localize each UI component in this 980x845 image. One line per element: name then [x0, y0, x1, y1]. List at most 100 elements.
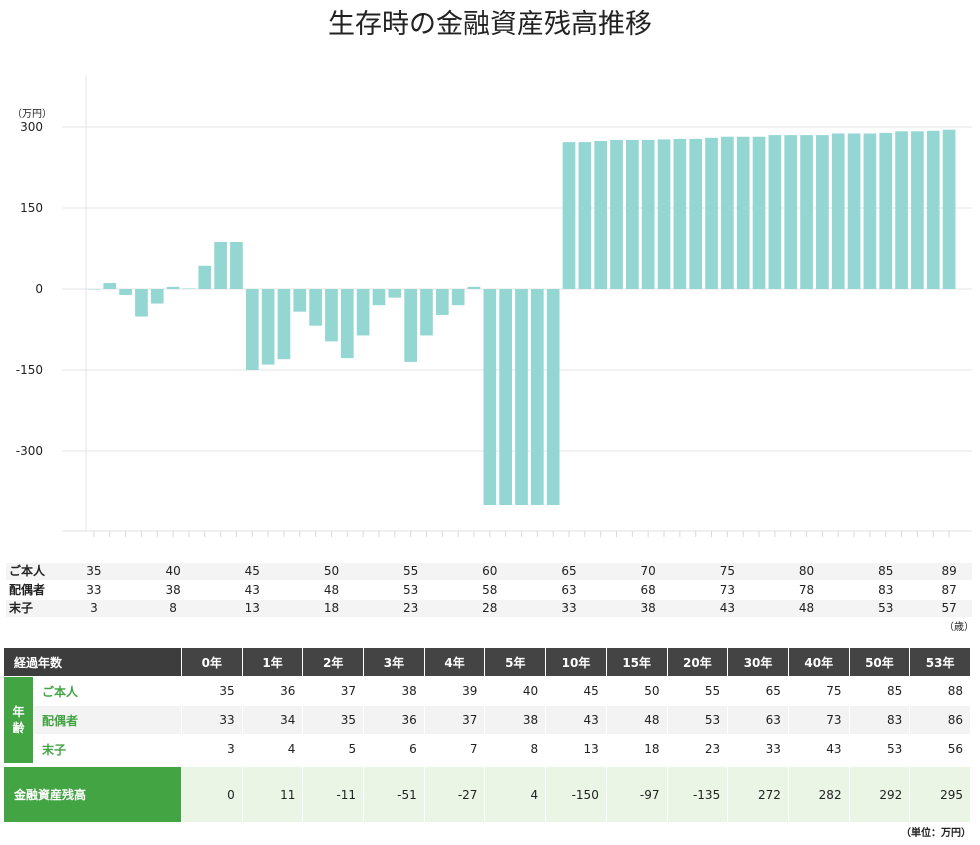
asset-cell: -51: [363, 766, 425, 823]
row-label: ご本人: [32, 676, 183, 706]
table-cell: 5: [302, 734, 365, 764]
table-cell: 40: [484, 676, 547, 706]
bar: [198, 265, 212, 289]
age-value: 63: [561, 583, 576, 597]
age-value: 53: [403, 583, 418, 597]
bar: [483, 289, 497, 505]
bar: [435, 289, 449, 315]
row-gap-cell: [3, 763, 971, 767]
bar: [768, 135, 782, 289]
row-label: 配偶者: [32, 705, 183, 735]
age-value: 40: [165, 564, 180, 578]
bar: [87, 289, 101, 290]
age-value: 8: [169, 601, 177, 615]
bar: [451, 289, 465, 306]
table-cell: 50: [605, 676, 668, 706]
age-group-label: 年齢: [3, 676, 34, 764]
table-cell: 39: [423, 676, 486, 706]
header-year: 15年: [605, 647, 668, 677]
age-table-row: 配偶者 33 34 35 36 37 38 43 48 53 63 73 83 86: [4, 705, 971, 735]
table-cell: 36: [363, 705, 425, 735]
table-cell: 43: [787, 734, 850, 764]
age-value: 38: [165, 583, 180, 597]
bar: [911, 131, 924, 289]
bar: [546, 289, 560, 505]
bar: [895, 131, 908, 289]
table-cell: 3: [181, 734, 243, 764]
y-tick-label: -300: [16, 444, 43, 458]
age-value: 73: [720, 583, 735, 597]
table-cell: 88: [909, 676, 971, 706]
age-value: 45: [245, 564, 260, 578]
table-cell: 85: [848, 676, 911, 706]
y-tick-label: 0: [35, 282, 43, 296]
asset-cell: -27: [423, 766, 486, 823]
asset-cell: -150: [545, 766, 607, 823]
table-cell: 73: [787, 705, 850, 735]
header-year: 40年: [787, 647, 850, 677]
age-label-spouse: 配偶者: [9, 582, 45, 597]
y-axis: （万円） 300 150 0 -150 -300: [12, 108, 52, 458]
table-cell: 86: [909, 705, 971, 735]
table-cell: 45: [545, 676, 607, 706]
table-cell: 36: [241, 676, 304, 706]
table-header-row: 経過年数 0年 1年 2年 3年 4年 5年 10年 15年 20年 30年 40年 50年 53年: [2, 647, 971, 677]
bar: [705, 137, 718, 289]
age-value: 87: [941, 583, 956, 597]
age-value: 35: [86, 564, 101, 578]
y-axis-unit: （万円）: [12, 108, 52, 120]
age-table-row: 年齢ご本人 35 36 37 38 39 40 45 50 55 65 75 85 88: [3, 676, 971, 764]
age-label-self: ご本人: [9, 563, 46, 578]
age-value: 57: [941, 601, 956, 615]
header-year: 53年: [909, 647, 971, 677]
bar: [879, 132, 893, 289]
table-cell: 56: [909, 734, 971, 764]
table-cell: 7: [423, 734, 486, 764]
asset-cell: 11: [241, 766, 304, 823]
bars: [87, 129, 956, 505]
age-rows: ご本人 配偶者 末子 （歳） 35 40 45 50 55 60 65 70 75 80 85 89 3…: [6, 563, 974, 633]
bar: [657, 139, 671, 289]
table-cell: 8: [484, 734, 547, 764]
age-value: 83: [878, 583, 893, 597]
table-cell: 63: [727, 705, 789, 735]
header-year: 5年: [484, 647, 547, 677]
header-year: 0年: [181, 647, 243, 677]
table-cell: 48: [605, 705, 668, 735]
age-value: 23: [403, 601, 418, 615]
header-elapsed-years: 経過年数: [2, 647, 183, 677]
header-year: 20年: [666, 647, 729, 677]
bar: [578, 142, 592, 289]
bar: [388, 289, 402, 298]
asset-label: 金融資産残高: [2, 766, 183, 823]
bar: [325, 289, 338, 342]
y-tick-label: -150: [16, 363, 43, 377]
age-value: 48: [324, 583, 339, 597]
bar: [135, 289, 148, 317]
asset-cell: -97: [605, 766, 668, 823]
age-value: 3: [90, 601, 98, 615]
table-cell: 83: [848, 705, 911, 735]
age-value: 55: [403, 564, 418, 578]
age-value: 53: [878, 601, 893, 615]
bar: [784, 135, 798, 289]
bar: [356, 289, 370, 336]
age-value: 58: [482, 583, 497, 597]
bar: [721, 136, 734, 289]
row-gap: [3, 763, 971, 767]
bar: [531, 289, 544, 505]
bar: [673, 138, 687, 289]
bar: [293, 289, 307, 312]
summary-table: 経過年数 0年 1年 2年 3年 4年 5年 10年 15年 20年 30年 40年 50年 53年 年…: [2, 647, 971, 823]
table-cell: 18: [605, 734, 668, 764]
age-label-child: 末子: [9, 600, 33, 615]
bar-chart: （万円） 300 150 0 -150 -300 ご本人 配偶者 末子 （歳） 35 40…: [6, 75, 974, 633]
bar: [641, 139, 655, 289]
bar: [245, 289, 259, 370]
asset-cell: 272: [727, 766, 789, 823]
unit-footnote: （単位：万円）: [901, 828, 971, 839]
chart-title: 生存時の金融資産残高推移: [328, 9, 652, 40]
table-cell: 13: [545, 734, 607, 764]
age-value: 33: [561, 601, 576, 615]
asset-cell: 282: [787, 766, 850, 823]
